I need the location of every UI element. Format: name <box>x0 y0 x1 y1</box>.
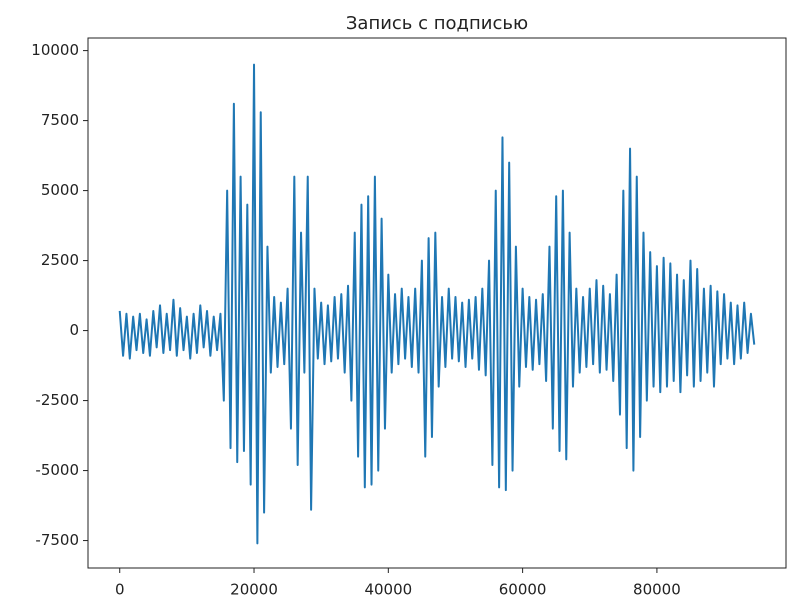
y-tick-label: 10000 <box>31 41 79 59</box>
y-tick-label: 7500 <box>41 111 79 129</box>
y-tick-label: -5000 <box>35 461 79 479</box>
x-tick-label: 80000 <box>633 581 681 599</box>
waveform-line <box>118 63 756 545</box>
y-tick-label: -7500 <box>35 531 79 549</box>
y-tick-label: 0 <box>69 321 79 339</box>
x-tick-label: 20000 <box>230 581 278 599</box>
x-tick-label: 40000 <box>364 581 412 599</box>
y-tick-label: 2500 <box>41 251 79 269</box>
plot-frame <box>87 37 787 569</box>
x-tick-label: 0 <box>115 581 125 599</box>
y-tick-label: 5000 <box>41 181 79 199</box>
y-tick-label: -2500 <box>35 391 79 409</box>
chart-title: Запись с подписью <box>346 13 528 34</box>
x-tick-label: 60000 <box>499 581 547 599</box>
